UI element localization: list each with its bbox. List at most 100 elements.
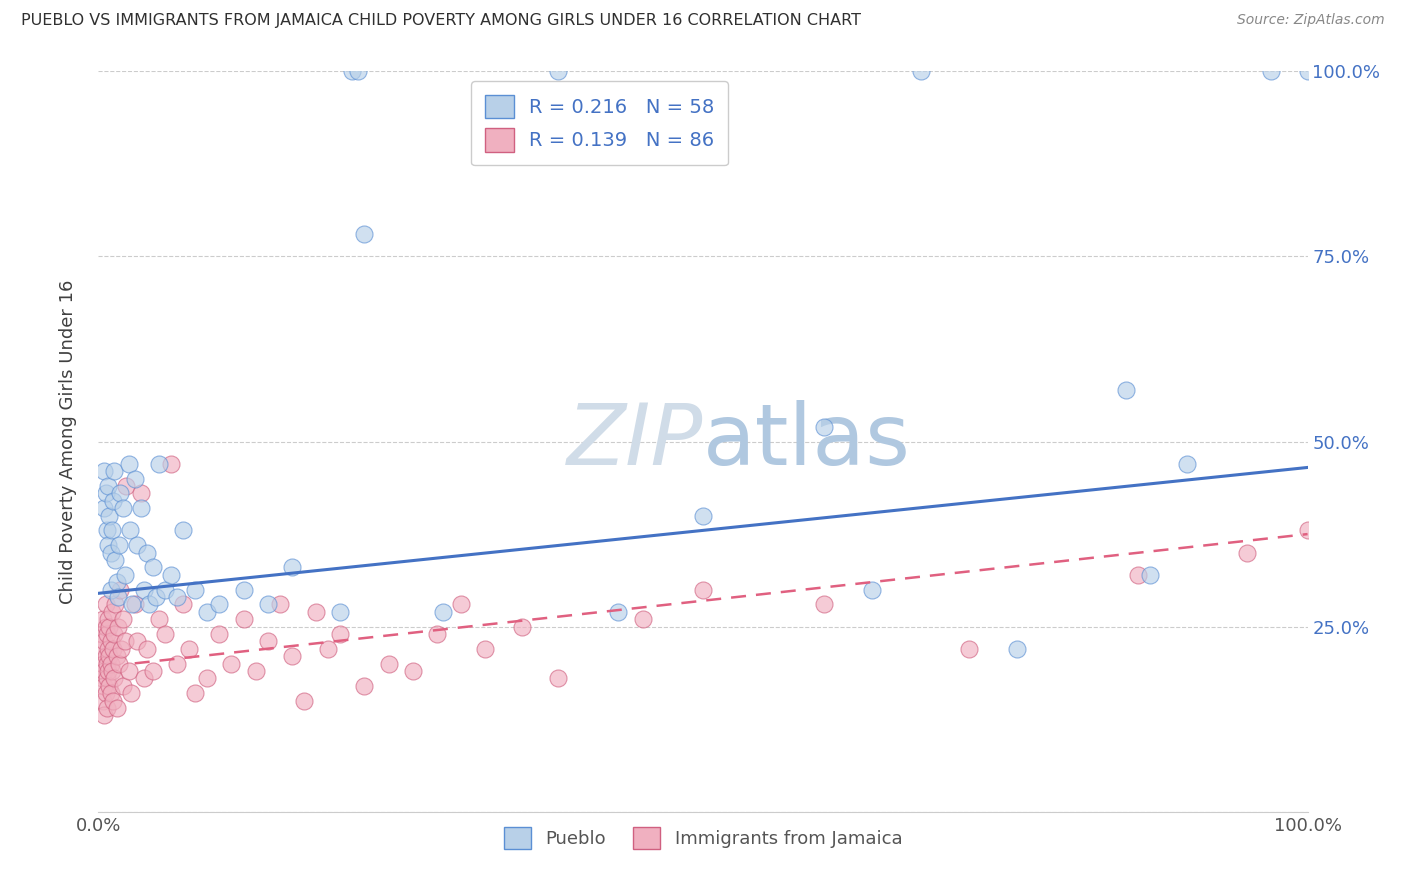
Point [245,664,267,678]
Point [104,598,127,612]
Point [118,524,141,538]
Point [101,641,124,656]
Point [103,627,125,641]
Point [179,641,201,656]
Point [107,619,129,633]
Point [145,590,167,604]
Point [100,686,122,700]
Point [93,501,115,516]
Point [316,641,339,656]
Point [256,634,278,648]
Point [256,598,278,612]
Point [98,508,121,523]
Point [93,464,115,478]
Point [114,634,136,648]
Point [172,524,194,538]
Point [120,686,142,700]
Point [281,560,304,574]
Point [124,471,146,485]
Point [607,605,630,619]
Point [292,694,315,708]
Point [153,582,176,597]
Point [91,627,114,641]
Point [124,598,146,612]
Point [1128,567,1150,582]
Point [100,657,122,671]
Point [232,612,254,626]
Point [134,582,156,597]
Point [90,641,112,656]
Point [172,598,194,612]
Point [93,679,115,693]
Point [160,567,183,582]
Point [101,493,124,508]
Point [91,612,114,626]
Point [100,605,122,619]
Point [142,664,165,678]
Point [93,634,115,648]
Point [1139,567,1161,582]
Point [329,605,352,619]
Point [195,605,218,619]
Point [353,679,375,693]
Point [281,649,304,664]
Point [114,567,136,582]
Point [474,641,496,656]
Point [91,657,114,671]
Point [108,486,131,500]
Point [232,582,254,597]
Point [377,657,399,671]
Point [860,582,883,597]
Point [1296,524,1319,538]
Point [166,657,188,671]
Point [1115,383,1137,397]
Point [134,672,156,686]
Text: ZIP: ZIP [567,400,703,483]
Point [105,701,128,715]
Point [105,575,128,590]
Point [91,694,114,708]
Point [342,64,364,78]
Point [97,641,120,656]
Point [1296,64,1319,78]
Point [426,627,449,641]
Point [547,672,569,686]
Point [101,694,124,708]
Point [97,612,120,626]
Point [118,457,141,471]
Point [103,464,125,478]
Point [96,627,118,641]
Point [107,590,129,604]
Point [184,582,207,597]
Point [100,634,122,648]
Point [184,686,207,700]
Point [692,508,714,523]
Point [329,627,352,641]
Point [127,634,149,648]
Point [100,664,122,678]
Point [148,457,170,471]
Point [450,598,472,612]
Point [100,546,122,560]
Point [910,64,932,78]
Point [118,664,141,678]
Legend: Pueblo, Immigrants from Jamaica: Pueblo, Immigrants from Jamaica [496,820,910,856]
Text: Source: ZipAtlas.com: Source: ZipAtlas.com [1237,13,1385,28]
Point [115,479,138,493]
Point [97,538,120,552]
Point [111,612,134,626]
Point [94,686,117,700]
Point [94,598,117,612]
Point [957,641,980,656]
Point [135,641,157,656]
Point [104,553,127,567]
Point [1007,641,1029,656]
Point [402,664,425,678]
Point [98,649,121,664]
Point [166,590,188,604]
Point [121,598,143,612]
Point [108,538,131,552]
Point [208,627,231,641]
Point [105,649,128,664]
Point [94,619,117,633]
